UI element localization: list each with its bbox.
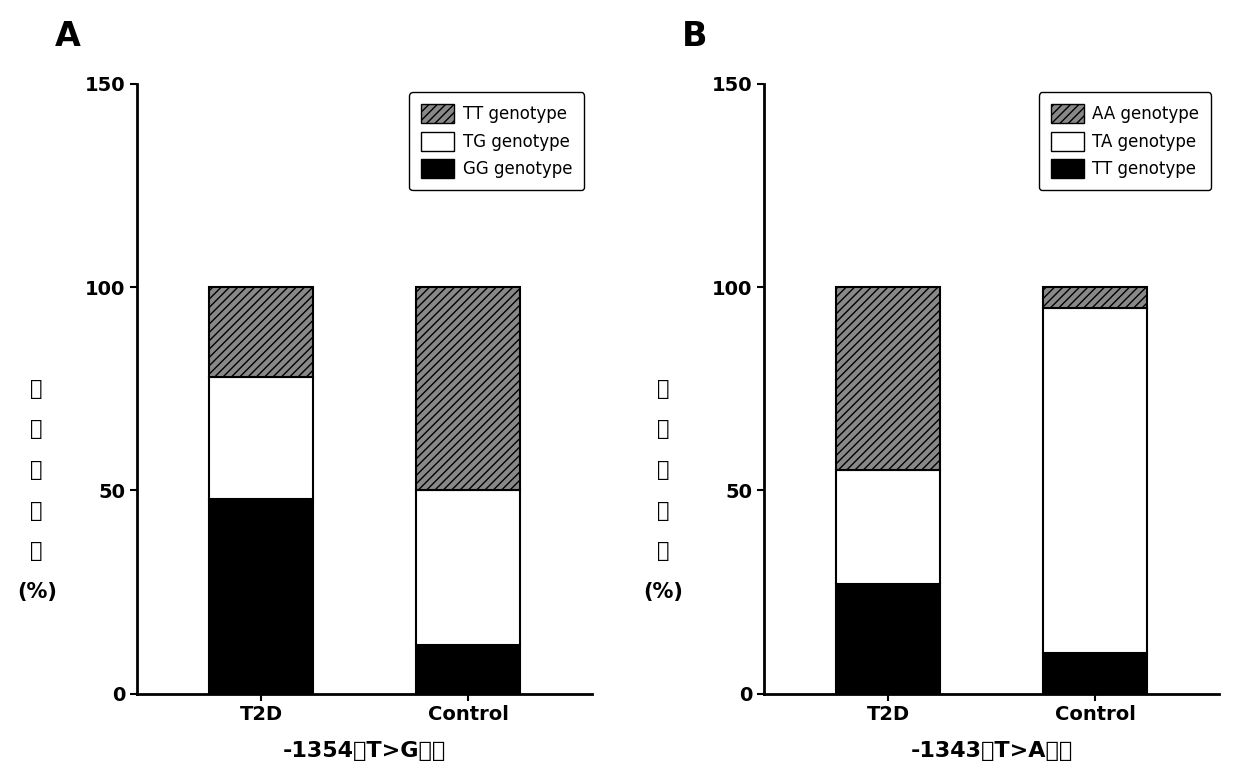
Text: 频: 频 <box>657 500 670 521</box>
Bar <box>836 584 940 694</box>
X-axis label: -1343位T>A突变: -1343位T>A突变 <box>910 741 1073 761</box>
Text: 频: 频 <box>31 500 43 521</box>
Text: (%): (%) <box>644 582 683 602</box>
Bar <box>836 470 940 584</box>
Text: 型: 型 <box>657 460 670 480</box>
Text: 因: 因 <box>31 419 43 439</box>
Text: 基: 基 <box>657 378 670 399</box>
Text: 率: 率 <box>657 541 670 561</box>
Bar <box>417 645 520 694</box>
Text: (%): (%) <box>17 582 57 602</box>
Text: 率: 率 <box>31 541 43 561</box>
Legend: AA genotype, TA genotype, TT genotype: AA genotype, TA genotype, TT genotype <box>1039 92 1210 190</box>
Bar <box>1043 653 1147 694</box>
X-axis label: -1354位T>G突变: -1354位T>G突变 <box>283 741 446 761</box>
Bar <box>210 377 312 499</box>
Bar <box>417 490 520 645</box>
Legend: TT genotype, TG genotype, GG genotype: TT genotype, TG genotype, GG genotype <box>409 92 584 190</box>
Text: 因: 因 <box>657 419 670 439</box>
Bar <box>210 287 312 377</box>
Bar <box>417 287 520 490</box>
Text: 型: 型 <box>31 460 43 480</box>
Text: B: B <box>682 20 707 53</box>
Bar <box>836 287 940 470</box>
Bar <box>210 499 312 694</box>
Bar <box>1043 287 1147 307</box>
Text: 基: 基 <box>31 378 43 399</box>
Bar <box>1043 307 1147 653</box>
Text: A: A <box>55 20 81 53</box>
